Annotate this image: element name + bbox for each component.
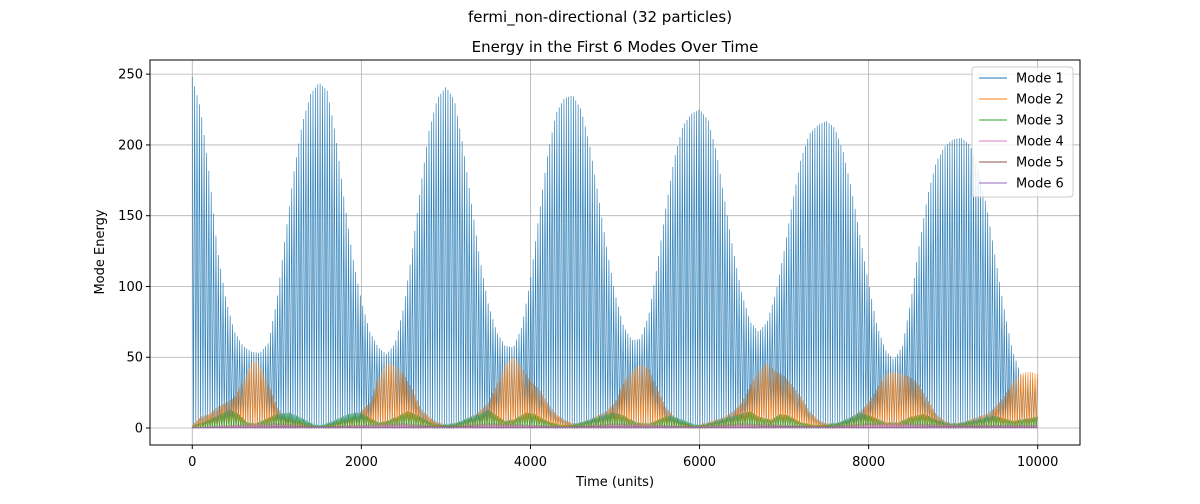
x-axis-label: Time (units) xyxy=(575,475,654,490)
y-tick-label: 200 xyxy=(118,138,143,153)
legend-label-mode-3: Mode 3 xyxy=(1016,114,1064,129)
legend: Mode 1 Mode 2 Mode 3 Mode 4 Mode 5 Mode 6 xyxy=(971,66,1074,198)
x-tick-label: 0 xyxy=(188,455,196,470)
y-tick-label: 0 xyxy=(135,422,143,437)
legend-label-mode-5: Mode 5 xyxy=(1016,156,1064,171)
legend-label-mode-1: Mode 1 xyxy=(1016,72,1064,87)
x-tick-label: 8000 xyxy=(852,455,885,470)
y-axis-label: Mode Energy xyxy=(93,209,108,294)
chart-title: Energy in the First 6 Modes Over Time xyxy=(472,38,759,56)
figure-suptitle: fermi_non-directional (32 particles) xyxy=(468,8,732,27)
legend-label-mode-2: Mode 2 xyxy=(1016,93,1064,108)
series-line-mode-6 xyxy=(192,426,1038,429)
y-tick-label: 250 xyxy=(118,68,143,83)
legend-label-mode-4: Mode 4 xyxy=(1016,135,1064,150)
x-tick-label: 2000 xyxy=(345,455,378,470)
x-tick-label: 10000 xyxy=(1017,455,1058,470)
x-tick-label: 6000 xyxy=(683,455,716,470)
y-tick-label: 50 xyxy=(126,351,143,366)
y-tick-label: 150 xyxy=(118,209,143,224)
series-group xyxy=(191,76,1038,430)
legend-label-mode-6: Mode 6 xyxy=(1016,177,1064,192)
ticks: 0 2000 4000 6000 8000 10000 0 50 100 150 200 250 xyxy=(118,68,1058,470)
x-tick-label: 4000 xyxy=(514,455,547,470)
axes-frame xyxy=(149,59,1081,446)
y-tick-label: 100 xyxy=(118,280,143,295)
series-line-mode-1 xyxy=(191,76,1038,429)
